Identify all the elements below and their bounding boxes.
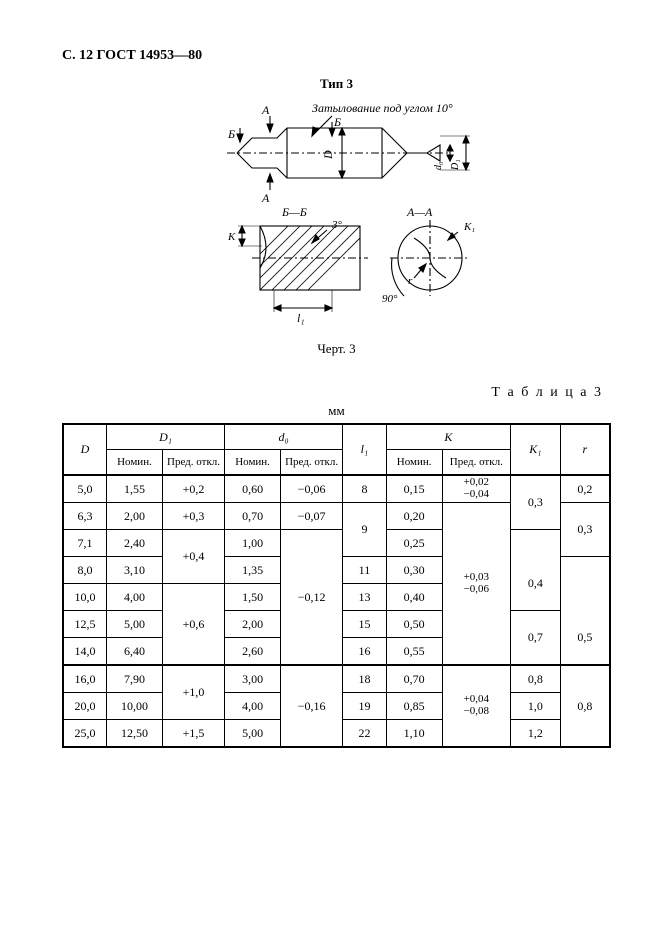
col-D1-nom: Номин.	[107, 450, 163, 476]
col-D1-dev: Пред. откл.	[162, 450, 224, 476]
svg-text:l₁: l₁	[297, 311, 305, 325]
col-K1: К₁	[511, 424, 561, 475]
table-body: 5,0 1,55 +0,2 0,60 −0,06 8 0,15 +0,02−0,…	[63, 475, 610, 747]
annotation-text: Затылование под углом 10°	[312, 101, 453, 115]
svg-text:К₁: К₁	[463, 221, 475, 233]
col-D: D	[63, 424, 107, 475]
section-bb-label: Б—Б	[281, 205, 307, 219]
dimension-table: D D₁ d₀ l₁ К К₁ r Номин. Пред. откл. Ном…	[62, 423, 611, 748]
svg-text:D₁: D₁	[450, 159, 461, 171]
figure-caption: Черт. 3	[62, 341, 611, 357]
table-row: 5,0 1,55 +0,2 0,60 −0,06 8 0,15 +0,02−0,…	[63, 475, 610, 503]
col-r: r	[560, 424, 610, 475]
col-K: К	[386, 424, 510, 450]
svg-text:Б: Б	[333, 115, 341, 129]
tol-stack: +0,02−0,04	[443, 477, 510, 500]
tol-stack: +0,03−0,06	[443, 572, 510, 595]
figure-container: Затылование под углом 10° А	[62, 98, 611, 333]
page-header: С. 12 ГОСТ 14953—80	[62, 48, 611, 64]
table-label: Т а б л и ц а 3	[62, 385, 603, 401]
col-d0-nom: Номин.	[225, 450, 281, 476]
section-aa-label: А—А	[406, 205, 433, 219]
table-row: 7,1 2,40 +0,4 1,00 −0,12 0,25	[63, 530, 610, 557]
col-d0: d₀	[225, 424, 343, 450]
svg-text:d₀: d₀	[433, 161, 444, 170]
table-unit: мм	[62, 403, 611, 419]
svg-text:D: D	[321, 150, 335, 160]
section-bb: 3° l₁ К	[227, 154, 372, 326]
tol-stack: +0,04−0,08	[443, 694, 510, 717]
col-l1: l₁	[343, 424, 387, 475]
svg-text:3°: 3°	[331, 219, 343, 231]
svg-text:r: r	[408, 275, 413, 287]
svg-text:А: А	[261, 103, 270, 117]
col-K-dev: Пред. откл.	[442, 450, 510, 476]
svg-text:90°: 90°	[382, 293, 398, 305]
table-row: 16,0 7,90 +1,0 3,00 −0,16 18 0,70 +0,04−…	[63, 665, 610, 693]
technical-drawing: Затылование под углом 10° А	[182, 98, 492, 328]
svg-text:К: К	[227, 231, 236, 243]
col-D1: D₁	[107, 424, 225, 450]
col-K-nom: Номин.	[386, 450, 442, 476]
col-d0-dev: Пред. откл.	[281, 450, 343, 476]
svg-text:Б: Б	[227, 127, 235, 141]
svg-text:А: А	[261, 191, 270, 205]
section-aa: К₁ r 90°	[382, 220, 475, 305]
figure-title: Тип 3	[62, 76, 611, 92]
